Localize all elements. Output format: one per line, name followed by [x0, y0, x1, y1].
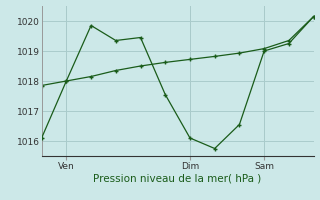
X-axis label: Pression niveau de la mer( hPa ): Pression niveau de la mer( hPa )	[93, 173, 262, 183]
